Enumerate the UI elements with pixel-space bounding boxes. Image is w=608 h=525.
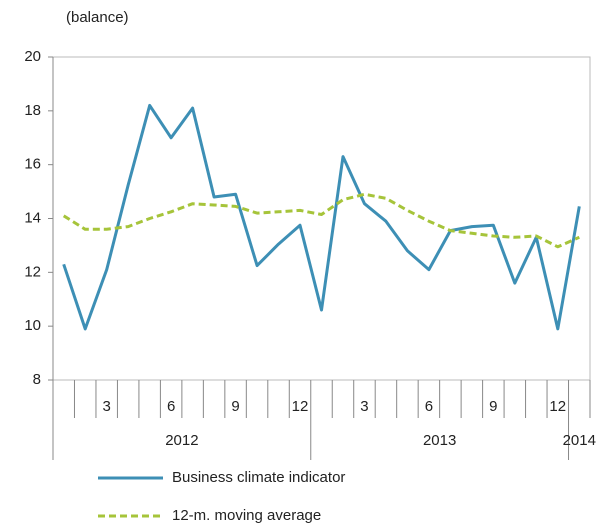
series-line <box>62 192 580 249</box>
x-tick-label: 12 <box>549 398 566 415</box>
x-tick-label: 12 <box>292 398 309 415</box>
y-axis-label: (balance) <box>66 9 129 26</box>
x-tick-label: 6 <box>167 398 175 415</box>
y-tick-label: 16 <box>24 156 41 173</box>
y-tick-label: 8 <box>33 371 41 388</box>
legend-label: Business climate indicator <box>172 469 345 486</box>
x-tick-label: 6 <box>425 398 433 415</box>
y-tick-label: 18 <box>24 102 41 119</box>
group-label: 2014 <box>563 432 596 449</box>
x-tick-label: 3 <box>103 398 111 415</box>
legend-label: 12-m. moving average <box>172 507 321 524</box>
plot-border <box>52 56 591 381</box>
y-tick-label: 12 <box>24 263 41 280</box>
group-label: 2013 <box>423 432 456 449</box>
x-tick-label: 9 <box>231 398 239 415</box>
y-tick-label: 14 <box>24 209 41 226</box>
x-tick-label: 9 <box>489 398 497 415</box>
y-tick-label: 10 <box>24 317 41 334</box>
y-tick-label: 20 <box>24 48 41 65</box>
x-tick-label: 3 <box>360 398 368 415</box>
group-label: 2012 <box>165 432 198 449</box>
series-line <box>62 103 581 331</box>
